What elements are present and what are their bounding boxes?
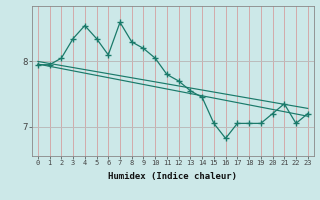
X-axis label: Humidex (Indice chaleur): Humidex (Indice chaleur) xyxy=(108,172,237,181)
